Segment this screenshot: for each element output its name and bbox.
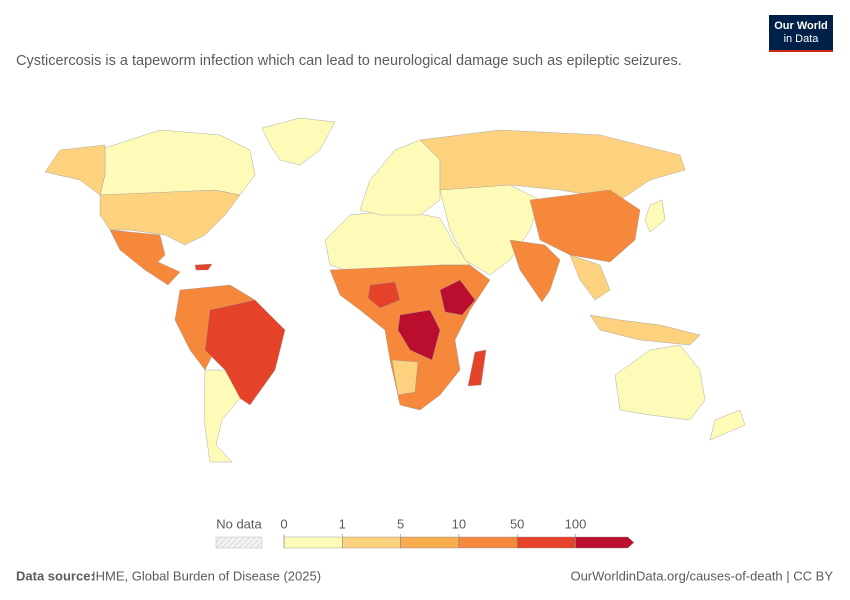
- country[interactable]: [644, 199, 666, 233]
- country[interactable]: [529, 189, 641, 263]
- country[interactable]: [439, 279, 476, 316]
- country[interactable]: [391, 359, 419, 396]
- country[interactable]: [203, 369, 241, 463]
- country[interactable]: [709, 409, 746, 441]
- legend-tick-label: 100: [565, 516, 587, 531]
- country[interactable]: [467, 349, 487, 387]
- legend-bin: [342, 536, 401, 549]
- country[interactable]: [99, 189, 241, 246]
- logo-box: [769, 15, 833, 52]
- logo-text: in Data: [784, 33, 820, 45]
- country[interactable]: [204, 299, 286, 406]
- legend-tick-label: 10: [452, 516, 466, 531]
- map: [44, 117, 746, 463]
- legend-bin: [517, 536, 576, 549]
- country[interactable]: [261, 117, 336, 166]
- country[interactable]: [614, 344, 706, 421]
- logo-text: Our World: [774, 20, 828, 32]
- legend-label: No data: [216, 516, 262, 531]
- link[interactable]: OurWorldinData.org/causes-of-death | CC …: [570, 568, 833, 583]
- legend-tick-label: 1: [339, 516, 346, 531]
- subtitle: Cysticercosis is a tapeworm infection wh…: [16, 53, 682, 69]
- country[interactable]: [509, 239, 561, 303]
- legend-tick-label: 0: [280, 516, 287, 531]
- logo[interactable]: Our World in Data: [769, 15, 833, 52]
- country[interactable]: [109, 229, 181, 286]
- legend-tick-label: 5: [397, 516, 404, 531]
- legend-bin: [575, 536, 635, 549]
- country[interactable]: [194, 263, 213, 271]
- no-data-swatch: [215, 536, 263, 549]
- source: IHME, Global Burden of Disease (2025): [92, 568, 321, 583]
- logo-underline: [769, 50, 833, 52]
- legend: No data 0 1 5 10 50 100: [215, 516, 635, 549]
- country[interactable]: [569, 254, 611, 301]
- legend-bin: [400, 536, 460, 549]
- country[interactable]: [44, 144, 106, 196]
- source-label: Data source:: [16, 568, 95, 583]
- legend-tick-label: 50: [510, 516, 524, 531]
- legend-bin: [458, 536, 518, 549]
- country[interactable]: [397, 309, 441, 361]
- legend-bin: [283, 536, 343, 549]
- country[interactable]: [367, 281, 401, 309]
- country[interactable]: [589, 314, 701, 346]
